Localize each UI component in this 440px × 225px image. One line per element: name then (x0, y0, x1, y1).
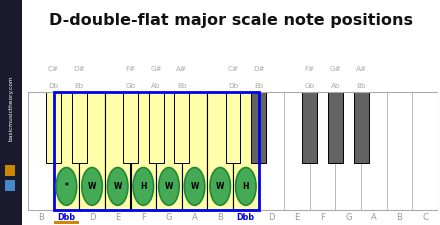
Bar (28, 92, 438, 210)
Bar (328, 92, 343, 163)
Bar (226, 92, 240, 163)
Text: W: W (165, 182, 173, 191)
Ellipse shape (235, 168, 256, 205)
Bar (149, 92, 164, 163)
Bar (123, 92, 138, 163)
Text: Db: Db (228, 83, 238, 89)
Text: basicmusictheory.com: basicmusictheory.com (8, 75, 14, 141)
Text: F#: F# (305, 66, 315, 72)
Text: A: A (371, 213, 377, 222)
Text: D#: D# (73, 66, 85, 72)
Text: D-double-flat major scale note positions: D-double-flat major scale note positions (49, 13, 413, 28)
Ellipse shape (56, 168, 77, 205)
Text: D#: D# (253, 66, 264, 72)
Bar (28, 92, 54, 210)
Ellipse shape (133, 168, 154, 205)
Text: Bb: Bb (177, 83, 187, 89)
Text: Eb: Eb (75, 83, 84, 89)
Bar (302, 92, 317, 163)
Bar (259, 92, 284, 210)
Text: G: G (345, 213, 352, 222)
Text: Gb: Gb (125, 83, 136, 89)
Text: B: B (396, 213, 403, 222)
Bar (54, 221, 79, 224)
Text: G#: G# (330, 66, 341, 72)
Text: Dbb: Dbb (57, 213, 76, 222)
Bar (182, 92, 207, 210)
Text: D: D (89, 213, 95, 222)
Ellipse shape (107, 168, 128, 205)
Bar (174, 92, 189, 163)
Text: D: D (268, 213, 275, 222)
Text: Ab: Ab (331, 83, 340, 89)
Text: B: B (38, 213, 44, 222)
Text: F#: F# (125, 66, 136, 72)
Bar (156, 92, 182, 210)
Text: G: G (166, 213, 172, 222)
Text: Eb: Eb (254, 83, 263, 89)
Bar (335, 92, 361, 210)
Text: A#: A# (176, 66, 187, 72)
Bar (284, 92, 310, 210)
Text: F: F (141, 213, 146, 222)
Text: A: A (192, 213, 198, 222)
Bar (207, 92, 233, 210)
Bar (251, 92, 266, 163)
Text: C: C (422, 213, 428, 222)
Bar (46, 92, 61, 163)
Text: C#: C# (48, 66, 59, 72)
Text: H: H (140, 182, 147, 191)
Text: E: E (115, 213, 120, 222)
Text: Ab: Ab (151, 83, 161, 89)
Text: Dbb: Dbb (237, 213, 255, 222)
Bar (310, 92, 335, 210)
Text: F: F (320, 213, 325, 222)
Bar (105, 92, 131, 210)
Ellipse shape (82, 168, 103, 205)
Text: W: W (216, 182, 224, 191)
Bar (233, 92, 259, 210)
Bar (54, 92, 259, 210)
Text: H: H (242, 182, 249, 191)
Bar (131, 92, 156, 210)
Text: *: * (65, 182, 68, 191)
Text: A#: A# (356, 66, 367, 72)
Ellipse shape (159, 168, 179, 205)
Bar (72, 92, 87, 163)
Text: G#: G# (150, 66, 162, 72)
Text: Db: Db (48, 83, 59, 89)
Ellipse shape (210, 168, 231, 205)
Bar (79, 92, 105, 210)
Text: Bb: Bb (356, 83, 366, 89)
Ellipse shape (184, 168, 205, 205)
Text: E: E (294, 213, 300, 222)
Bar (54, 92, 79, 210)
Text: Gb: Gb (305, 83, 315, 89)
Bar (354, 92, 369, 163)
Text: W: W (88, 182, 96, 191)
Text: W: W (191, 182, 199, 191)
Text: C#: C# (227, 66, 238, 72)
Bar (412, 92, 438, 210)
Text: B: B (217, 213, 223, 222)
Text: W: W (114, 182, 122, 191)
Bar (361, 92, 387, 210)
Bar (387, 92, 412, 210)
